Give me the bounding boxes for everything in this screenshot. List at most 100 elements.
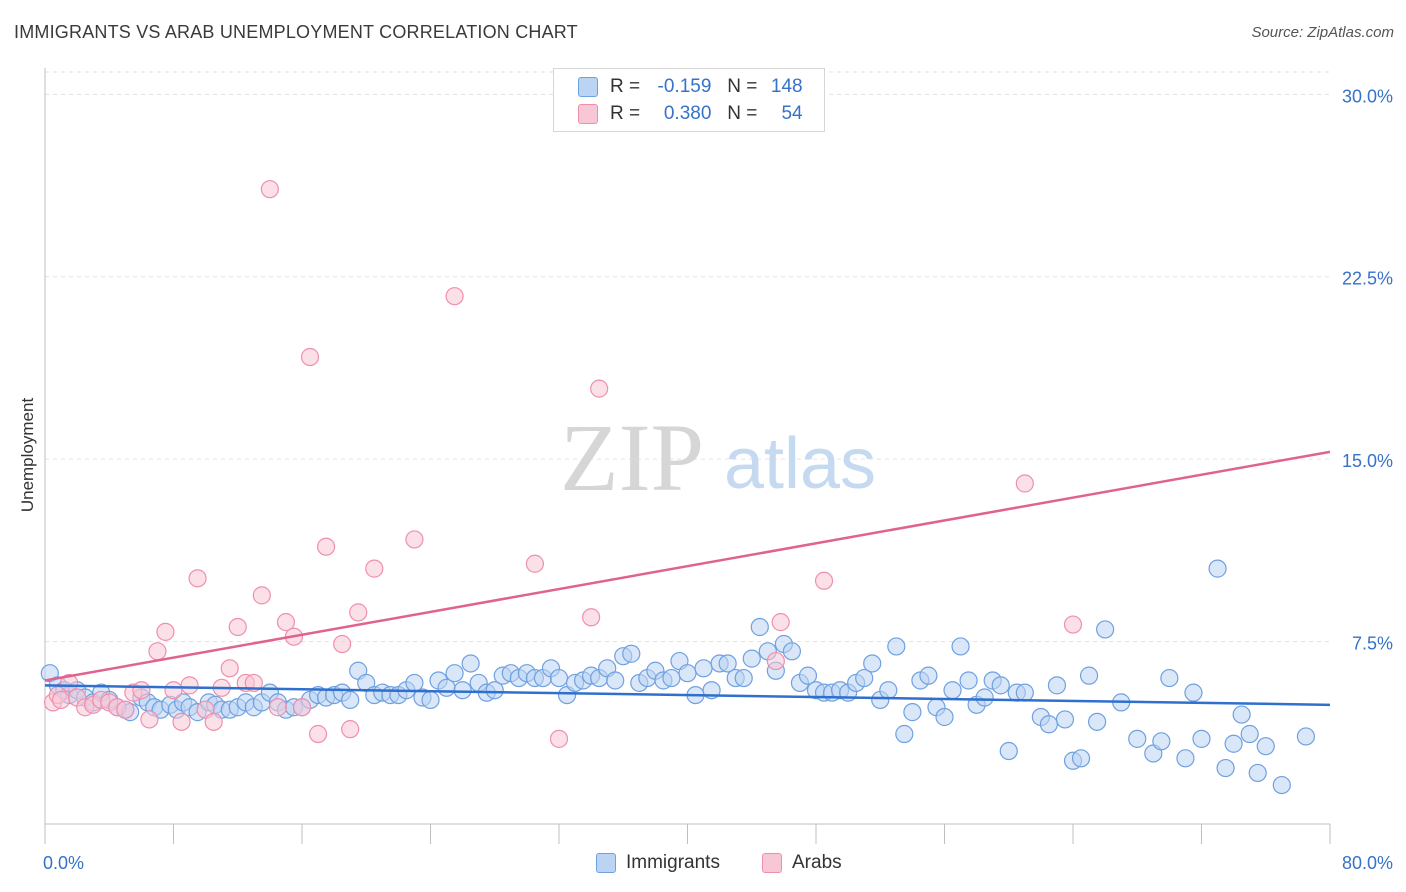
immigrants-trend-line <box>44 684 1331 707</box>
watermark: ZIP atlas <box>560 404 876 511</box>
x-tick-label: 0.0% <box>43 853 84 873</box>
immigrants-point <box>606 671 625 690</box>
immigrants-point <box>1128 729 1147 748</box>
arabs-point <box>549 729 569 748</box>
legend-n-value: 54 <box>781 103 803 124</box>
arabs-point <box>582 608 601 627</box>
arabs-point <box>590 379 609 398</box>
arabs-point <box>445 287 464 306</box>
arabs-point <box>333 634 352 654</box>
x-tick-label: 80.0% <box>1342 853 1393 873</box>
arabs-point <box>771 613 790 632</box>
legend-r-label: R = <box>610 103 641 124</box>
immigrants-point <box>445 664 464 683</box>
arabs-point <box>252 586 271 605</box>
arabs-point <box>276 613 296 632</box>
bottom-legend-swatch-arabs <box>762 853 782 873</box>
immigrants-point <box>485 681 504 700</box>
legend-r-value: 0.380 <box>663 103 712 124</box>
arabs-point <box>164 681 183 700</box>
legend-n-label: N = <box>727 76 758 97</box>
immigrants-point <box>1015 683 1034 702</box>
legend-n-value: 148 <box>770 76 803 97</box>
arabs-point <box>766 651 785 671</box>
arabs-point <box>316 537 336 556</box>
immigrants-point <box>1096 620 1115 639</box>
immigrants-points <box>40 559 1316 795</box>
arabs-points <box>43 180 1083 748</box>
arabs-point <box>204 712 223 731</box>
immigrants-point <box>750 617 769 637</box>
immigrants-point <box>975 688 994 707</box>
immigrants-point <box>1152 732 1171 751</box>
immigrants-point <box>903 703 922 722</box>
immigrants-point <box>782 642 802 661</box>
axes <box>44 68 1331 844</box>
legend-swatch-arabs <box>578 104 598 124</box>
arabs-point <box>140 710 159 729</box>
immigrants-point <box>855 668 874 688</box>
immigrants-point <box>919 666 938 685</box>
watermark-zip: ZIP <box>560 404 704 511</box>
legend-swatch-immigrants <box>578 77 598 97</box>
watermark-atlas: atlas <box>724 424 876 504</box>
arabs-point <box>188 569 207 588</box>
immigrants-point <box>341 690 360 710</box>
arabs-point <box>116 700 135 719</box>
arabs-point <box>148 642 167 661</box>
immigrants-point <box>694 659 713 678</box>
immigrants-point <box>1224 734 1243 753</box>
immigrants-point <box>1079 666 1099 685</box>
immigrants-point <box>1087 712 1107 731</box>
immigrants-point <box>879 681 898 700</box>
immigrants-point <box>991 676 1010 695</box>
immigrants-point <box>1047 676 1067 695</box>
immigrants-point <box>798 666 818 685</box>
arabs-point <box>525 554 545 573</box>
immigrants-point <box>1055 710 1075 729</box>
trend-lines <box>44 450 1331 707</box>
bottom-legend-swatch-immigrants <box>596 853 616 873</box>
arabs-point <box>268 698 288 717</box>
legend-r-label: R = <box>610 76 641 97</box>
immigrants-point <box>863 654 882 673</box>
correlation-legend: R = -0.159 N = 148 R = 0.380 N = 54 <box>553 68 825 132</box>
immigrants-point <box>951 637 970 656</box>
arabs-point <box>172 712 191 731</box>
immigrants-point <box>718 654 737 673</box>
arabs-point <box>220 659 239 678</box>
arabs-point <box>260 180 279 199</box>
arabs-point <box>59 673 79 693</box>
legend-n-label: N = <box>727 103 758 124</box>
immigrants-point <box>1071 749 1091 768</box>
immigrants-point <box>959 671 978 690</box>
immigrants-point <box>1176 749 1195 768</box>
gridlines <box>45 71 1330 643</box>
immigrants-point <box>461 654 480 673</box>
immigrants-point <box>1240 724 1259 744</box>
arabs-point <box>156 622 175 641</box>
bottom-legend-arabs[interactable]: Arabs <box>762 852 842 874</box>
immigrants-point <box>1248 763 1267 783</box>
x-tick-labels: 0.0% 80.0% <box>43 853 1393 873</box>
arabs-point <box>365 559 384 578</box>
immigrants-point <box>1256 737 1275 756</box>
y-tick-label: 22.5% <box>1342 269 1393 289</box>
arabs-point <box>1063 615 1083 634</box>
arabs-point <box>405 530 424 549</box>
arabs-point <box>814 571 834 590</box>
immigrants-point <box>678 664 697 683</box>
y-tick-labels: 7.5% 15.0% 22.5% 30.0% <box>1342 86 1393 653</box>
arabs-point <box>292 698 312 717</box>
arabs-point <box>349 603 368 622</box>
arabs-point <box>300 347 320 367</box>
immigrants-point <box>1232 705 1251 724</box>
immigrants-point <box>999 741 1018 761</box>
bottom-legend-immigrants[interactable]: Immigrants <box>596 852 720 874</box>
arabs-point <box>228 617 247 637</box>
legend-r-value: -0.159 <box>657 76 712 97</box>
legend-row-immigrants: R = -0.159 N = 148 <box>578 74 803 100</box>
arabs-point <box>341 720 360 739</box>
immigrants-point <box>1216 758 1235 778</box>
